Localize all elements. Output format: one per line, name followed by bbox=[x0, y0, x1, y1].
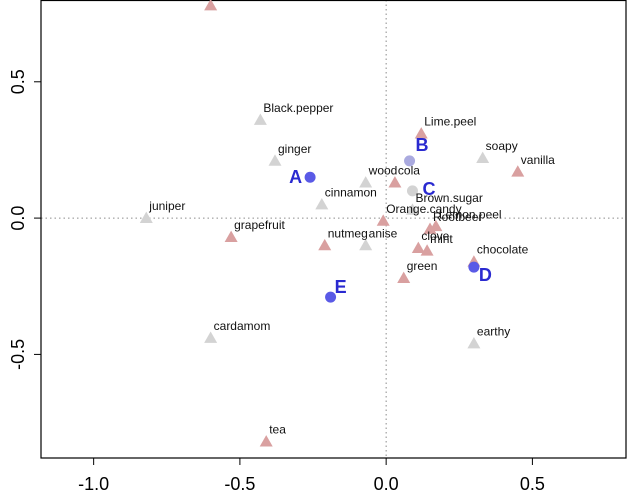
attribute-label: Lime.peel bbox=[424, 115, 476, 129]
y-tick-label: 0.0 bbox=[8, 206, 28, 231]
plot-frame bbox=[40, 0, 627, 459]
sample-label: B bbox=[416, 135, 429, 155]
attribute-label: Rootbeer bbox=[433, 210, 482, 224]
attribute-triangle-point bbox=[139, 211, 153, 223]
attribute-label: vanilla bbox=[521, 153, 555, 167]
attribute-triangle-point bbox=[423, 222, 437, 234]
sample-label: A bbox=[289, 167, 302, 187]
plot-marks bbox=[139, 0, 525, 447]
plot-labels: molassesBlack.peppergingerjunipergrapefr… bbox=[148, 0, 555, 437]
attribute-label: wood bbox=[368, 164, 398, 178]
attribute-label: grapefruit bbox=[234, 218, 285, 232]
attribute-triangle-point bbox=[411, 241, 425, 253]
y-tick-label: -0.5 bbox=[8, 339, 28, 370]
attribute-label: nutmeg bbox=[328, 226, 368, 240]
sample-circle-point bbox=[404, 155, 416, 167]
attribute-label: ginger bbox=[278, 142, 311, 156]
attribute-triangle-point bbox=[359, 176, 373, 188]
attribute-label: Lemon.peel bbox=[439, 207, 502, 221]
attribute-triangle-point bbox=[388, 176, 402, 188]
attribute-triangle-point bbox=[204, 331, 218, 343]
attribute-label: mint bbox=[430, 232, 453, 246]
sample-circle-point bbox=[468, 261, 480, 273]
x-tick-label: 0.5 bbox=[520, 474, 545, 494]
attribute-label: cinnamon bbox=[325, 185, 377, 199]
attribute-triangle-point bbox=[315, 197, 329, 210]
attribute-triangle-point bbox=[268, 154, 282, 166]
attribute-triangle-point bbox=[405, 203, 419, 215]
attribute-triangle-point bbox=[467, 337, 481, 349]
attribute-label: cardamom bbox=[214, 319, 271, 333]
sample-circle-point bbox=[304, 171, 316, 183]
sample-circle-point bbox=[406, 185, 418, 197]
attribute-label: soapy bbox=[486, 139, 518, 153]
attribute-label: Black.pepper bbox=[263, 101, 333, 115]
attribute-label: cola bbox=[398, 164, 420, 178]
attribute-triangle-point bbox=[259, 435, 273, 447]
attribute-triangle-point bbox=[204, 0, 218, 11]
x-tick-label: -0.5 bbox=[224, 474, 255, 494]
attribute-triangle-point bbox=[253, 113, 267, 125]
y-tick-label: 0.5 bbox=[8, 69, 28, 94]
attribute-triangle-point bbox=[511, 165, 525, 177]
attribute-triangle-point bbox=[224, 230, 238, 243]
attribute-triangle-point bbox=[476, 151, 490, 163]
reference-lines bbox=[41, 0, 626, 458]
attribute-triangle-point bbox=[420, 244, 434, 256]
x-tick-label: -1.0 bbox=[78, 474, 109, 494]
attribute-triangle-point bbox=[359, 238, 373, 251]
attribute-triangle-point bbox=[318, 238, 332, 251]
sample-label: E bbox=[335, 277, 347, 297]
attribute-label: anise bbox=[369, 226, 398, 240]
attribute-triangle-point bbox=[397, 271, 411, 283]
attribute-label: green bbox=[407, 259, 438, 273]
attribute-label: clove bbox=[421, 229, 449, 243]
attribute-label: Brown.sugar bbox=[415, 191, 482, 205]
attribute-label: tea bbox=[269, 423, 286, 437]
attribute-label: Orange.candy bbox=[386, 202, 461, 216]
sample-circle-point bbox=[325, 291, 337, 303]
axes: -1.0 -0.5 0.0 0.5 -0.5 0.0 0.5 bbox=[8, 0, 627, 494]
attribute-label: juniper bbox=[148, 199, 185, 213]
attribute-label: earthy bbox=[477, 325, 510, 339]
attribute-triangle-point bbox=[376, 214, 390, 226]
sample-label: D bbox=[479, 265, 492, 285]
attribute-label: chocolate bbox=[477, 243, 529, 257]
sample-label: C bbox=[422, 179, 435, 199]
x-tick-label: 0.0 bbox=[374, 474, 399, 494]
attribute-triangle-point bbox=[414, 127, 428, 139]
